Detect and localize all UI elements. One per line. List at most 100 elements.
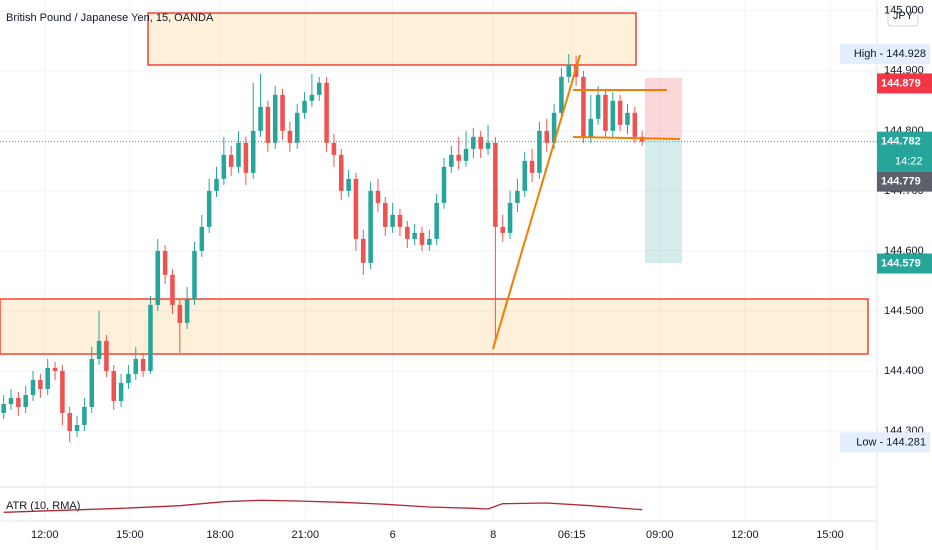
candle-body [287, 130, 293, 143]
candle-body [595, 94, 601, 119]
candle-body [272, 94, 278, 143]
candle-body [566, 64, 572, 77]
candle-body [522, 160, 528, 191]
candle-body [515, 190, 520, 203]
candle-body [96, 340, 102, 359]
x-tick-label: 8 [490, 529, 496, 541]
candle-body [177, 304, 183, 323]
candle-body [383, 202, 388, 227]
resistance-zone [147, 12, 637, 66]
y-tick-label: 145.000 [884, 5, 924, 17]
range-bottom [572, 136, 681, 140]
candle-body [23, 394, 28, 407]
candle-body [316, 82, 322, 95]
candle-body [625, 112, 630, 125]
price-label-box [877, 171, 932, 192]
candle-body [126, 373, 131, 383]
price-label: 144.879 [881, 77, 921, 89]
candle-body [89, 358, 95, 407]
atr-line [3, 499, 643, 513]
candle-body [228, 154, 234, 167]
candle-body [353, 178, 359, 239]
candle-body [537, 130, 542, 173]
x-tick-label: 18:00 [206, 529, 234, 541]
candle-body [581, 76, 586, 137]
y-tick-label: 144.400 [884, 365, 924, 377]
candle-body [155, 250, 161, 305]
candle-body [507, 202, 513, 233]
x-tick-label: 6 [390, 529, 396, 541]
candle-body [243, 142, 249, 173]
candle-body [419, 232, 425, 245]
trend-line [492, 54, 581, 350]
grid [0, 0, 877, 521]
target-zone [645, 140, 682, 263]
candle-body [1, 403, 6, 413]
candle-body [434, 202, 439, 239]
candle-body [221, 154, 227, 179]
candle-body [610, 100, 616, 131]
candle-body [338, 154, 344, 191]
candle-body [118, 382, 124, 401]
currency: JPY [893, 10, 914, 22]
x-tick-label: 15:00 [816, 529, 844, 541]
candle-body [603, 94, 608, 131]
candle-body [265, 106, 271, 143]
price-label: 144.782 [881, 136, 921, 148]
x-tick-label: 12:00 [731, 529, 759, 541]
candle-body [485, 142, 491, 149]
candle-body [309, 94, 315, 101]
candle-body [632, 112, 638, 137]
candle-body [331, 142, 337, 155]
candle-body [133, 358, 139, 374]
candle-body [471, 136, 476, 149]
x-tick-label: 15:00 [116, 529, 144, 541]
candle-body [375, 190, 381, 203]
candle-body [294, 112, 300, 143]
chart-title: British Pound / Japanese Yen, 15, OANDA [6, 12, 214, 24]
candle-body [82, 406, 87, 425]
support-zone [0, 298, 869, 355]
candle-body [463, 148, 469, 161]
candle-body [390, 214, 395, 227]
candle-body [170, 274, 175, 305]
candle-body [493, 142, 498, 227]
candle-body [280, 94, 285, 131]
candle-body [617, 100, 623, 125]
candle-body [184, 298, 190, 323]
candle-body [412, 232, 417, 239]
price-label-box [877, 73, 932, 94]
candle-body [397, 214, 403, 227]
candle-body [45, 367, 50, 389]
candle-body [162, 250, 168, 275]
candle-body [324, 82, 329, 143]
price-label: 144.779 [881, 176, 921, 188]
candle-body [140, 358, 146, 371]
price-label-box [877, 253, 932, 274]
candle-body [456, 154, 461, 161]
candle-body [559, 76, 564, 113]
candle-body [588, 118, 594, 137]
candle-body [192, 250, 197, 299]
y-tick-label: 144.500 [884, 305, 924, 317]
candle-body [500, 226, 505, 233]
candle-body [206, 190, 212, 227]
x-tick-label: 12:00 [31, 529, 59, 541]
candle-body [104, 340, 109, 371]
candle-body [346, 178, 351, 191]
candle-body [60, 370, 65, 413]
candle-body [67, 412, 72, 431]
extreme-label-box [840, 432, 930, 453]
price-label: 144.579 [881, 257, 921, 269]
candle-body [199, 226, 205, 251]
extreme-label-box [840, 44, 930, 65]
candle-body [449, 154, 454, 167]
candle-body [250, 130, 256, 173]
candle-body [427, 238, 432, 245]
candle-body [236, 142, 241, 167]
candle-body [214, 178, 219, 191]
candle-body [30, 379, 36, 395]
candle-body [529, 160, 535, 173]
